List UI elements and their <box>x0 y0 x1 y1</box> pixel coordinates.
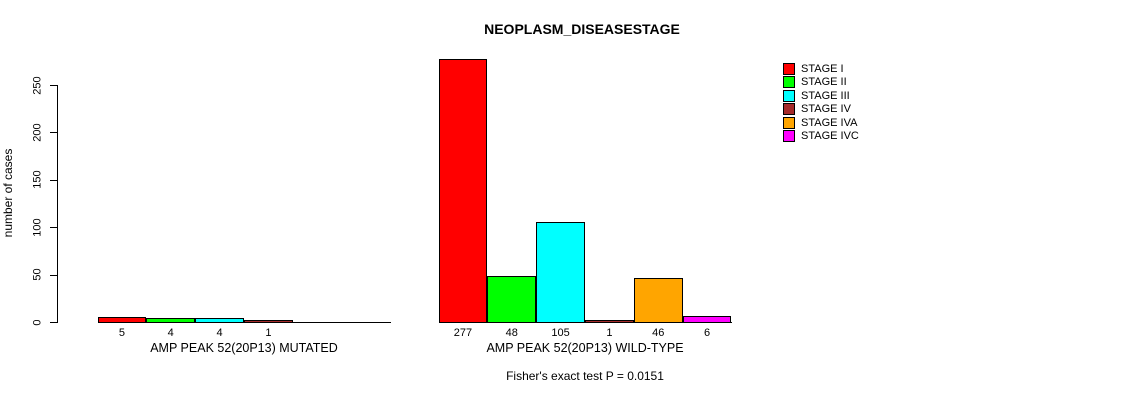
bar-stage-iii <box>536 222 585 323</box>
legend-swatch-stage-iv <box>783 103 795 116</box>
y-tick-mark <box>50 227 57 229</box>
chart-title: NEOPLASM_DISEASESTAGE <box>484 21 680 37</box>
legend-item-label: STAGE IVC <box>801 130 859 142</box>
bar-stage-ivc <box>682 316 732 323</box>
bar-value-label: 46 <box>652 327 665 339</box>
bar-value-label: 5 <box>118 327 125 339</box>
bar-value-label: 6 <box>704 327 711 339</box>
y-tick-label: 200 <box>31 123 44 142</box>
bar-stage-iii <box>195 318 244 323</box>
y-tick-label: 50 <box>31 268 44 281</box>
legend-swatch-stage-i <box>783 63 795 75</box>
bar-value-label: 48 <box>505 327 518 339</box>
bar-value-label: 4 <box>216 327 223 339</box>
legend-item-label: STAGE I <box>801 63 844 75</box>
bar-stage-ii <box>146 318 196 323</box>
group-label: AMP PEAK 52(20P13) MUTATED <box>150 341 338 355</box>
bar-value-label: 105 <box>551 327 570 339</box>
legend-item: STAGE III <box>783 89 883 103</box>
legend-swatch-stage-ivc <box>783 130 795 142</box>
legend-item-label: STAGE II <box>801 76 847 89</box>
legend-swatch-stage-iii <box>783 89 795 102</box>
legend-item-label: STAGE IV <box>801 103 851 116</box>
bar-value-label: 1 <box>606 327 613 339</box>
legend-swatch-stage-ii <box>783 76 795 89</box>
legend-item: STAGE IVC <box>783 130 883 143</box>
bar-stage-iva <box>633 278 683 323</box>
legend-item: STAGE II <box>783 76 883 89</box>
legend-item-label: STAGE IVA <box>801 116 858 129</box>
legend-item: STAGE I <box>783 63 883 76</box>
y-tick-mark <box>50 132 57 134</box>
bar-stage-iv <box>585 320 634 323</box>
group-label: AMP PEAK 52(20P13) WILD-TYPE <box>486 341 684 355</box>
bar-stage-ii <box>487 276 537 323</box>
legend-item-label: STAGE III <box>801 89 850 102</box>
bar-value-label: 1 <box>265 327 272 339</box>
y-axis-line <box>57 85 58 323</box>
y-tick-mark <box>50 274 57 276</box>
bar-value-label: 4 <box>167 327 174 339</box>
y-tick-label: 100 <box>31 218 44 237</box>
legend-item: STAGE IV <box>783 103 883 116</box>
bar-value-label: 277 <box>453 327 473 339</box>
y-tick-label: 150 <box>31 170 44 189</box>
bar-stage-iv <box>244 320 293 323</box>
bar-stage-i <box>97 317 147 323</box>
y-tick-mark <box>50 322 57 323</box>
bar-stage-i <box>438 59 488 323</box>
legend-swatch-stage-iva <box>783 116 795 129</box>
y-tick-mark <box>50 179 57 181</box>
y-tick-mark <box>50 85 57 86</box>
legend-item: STAGE IVA <box>783 116 883 130</box>
y-tick-label: 0 <box>31 318 44 326</box>
footnote: Fisher's exact test P = 0.0151 <box>506 369 664 383</box>
y-axis-label: number of cases <box>1 148 15 238</box>
y-tick-label: 250 <box>31 75 44 95</box>
